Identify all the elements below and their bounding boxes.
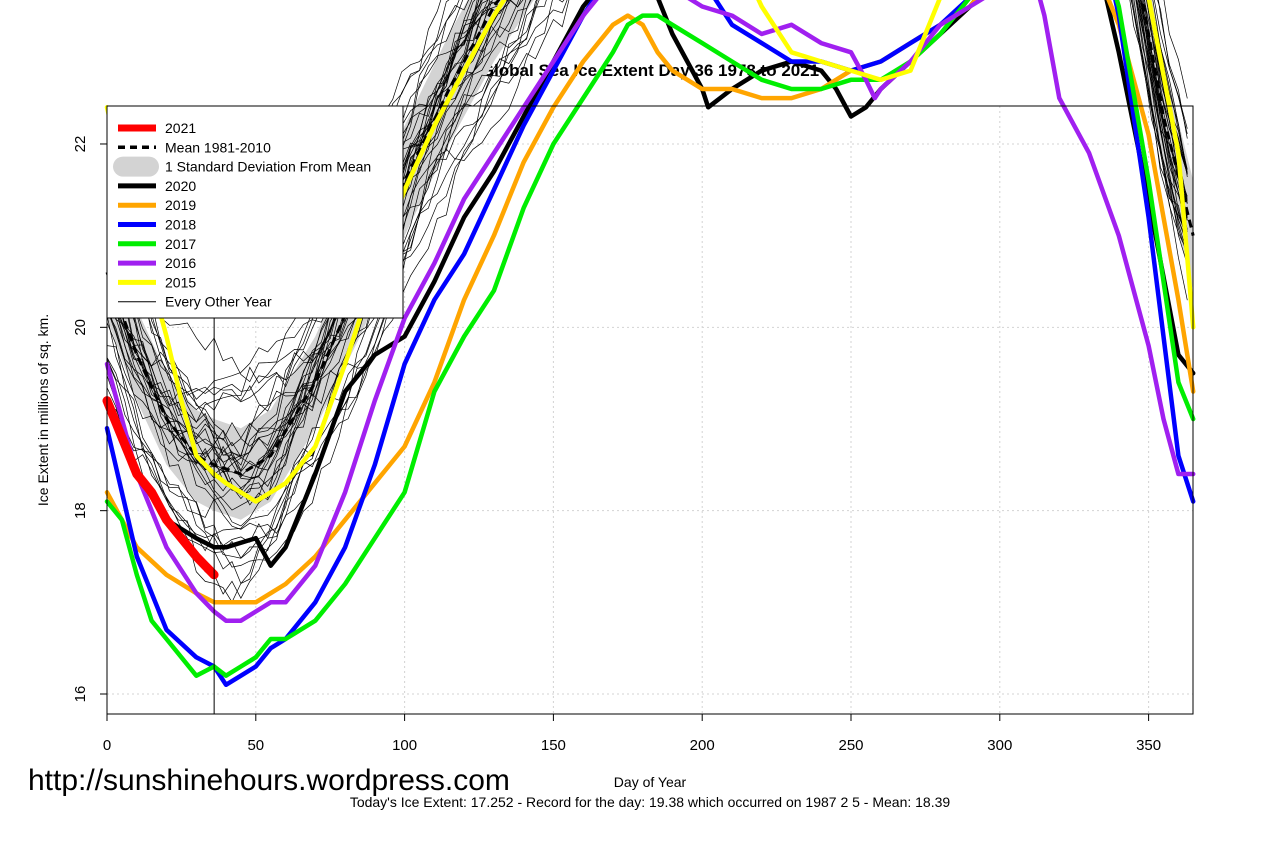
every-other-year-line: [106, 0, 1188, 478]
every-other-year-line: [106, 0, 1188, 500]
every-other-year-line: [106, 0, 1188, 412]
every-other-year-line: [106, 0, 1188, 471]
std-deviation-band: [107, 0, 1194, 520]
x-axis-ticks: 0 50 100 150 200 250 300 350: [103, 714, 1161, 754]
every-other-year-line: [106, 0, 1188, 461]
series-2020-line: [104, 0, 1196, 568]
every-other-year-line: [106, 0, 1188, 411]
series-2021-line: [102, 396, 219, 580]
every-other-year-line: [106, 0, 1188, 473]
legend: 2021 Mean 1981-2010 1 Standard Deviation F…: [106, 105, 404, 319]
every-other-year-line: [106, 0, 1188, 488]
every-other-year-line: [106, 0, 1188, 400]
y-axis-ticks: 16182022242628: [72, 136, 107, 703]
x-tick-label: 300: [987, 737, 1012, 754]
every-other-year-line: [106, 0, 1188, 506]
every-other-year-line: [106, 0, 1188, 603]
x-tick-label: 50: [247, 737, 264, 754]
today-summary: Today's Ice Extent: 17.252 - Record for …: [350, 794, 951, 810]
legend-label: 2017: [165, 236, 196, 252]
legend-label: 2020: [165, 178, 196, 194]
every-other-year-line: [106, 0, 1188, 538]
every-other-year-lines: [106, 0, 1188, 603]
every-other-year-line: [106, 0, 1188, 424]
every-other-year-line: [106, 0, 1188, 495]
x-axis-label: Day of Year: [614, 774, 687, 790]
every-other-year-line: [106, 0, 1188, 396]
legend-label: 2019: [165, 197, 196, 213]
every-other-year-line: [106, 0, 1188, 466]
series-2015-line: [104, 0, 1196, 504]
x-tick-label: 350: [1136, 737, 1161, 754]
legend-label: 2021: [165, 120, 196, 136]
legend-label: 1 Standard Deviation From Mean: [165, 159, 371, 175]
series-2019-line: [104, 0, 1196, 605]
y-tick-label: 16: [72, 686, 89, 703]
x-tick-label: 200: [690, 737, 715, 754]
x-tick-label: 100: [392, 737, 417, 754]
site-url: http://sunshinehours.wordpress.com: [28, 764, 510, 797]
every-other-year-line: [106, 0, 1188, 501]
y-tick-label: 20: [72, 319, 89, 336]
std-band-area: [107, 0, 1194, 520]
plot-frame: [106, 105, 1194, 715]
every-other-year-line: [106, 0, 1188, 584]
every-other-year-line: [106, 0, 1188, 480]
x-tick-label: 250: [838, 737, 863, 754]
every-other-year-line: [106, 0, 1188, 383]
series-2016-line: [104, 0, 1196, 623]
legend-label: 2015: [165, 274, 196, 290]
chart-title: Global Sea Ice Extent Day 36 1978 to 202…: [481, 61, 819, 80]
x-tick-label: 0: [103, 737, 111, 754]
legend-label: 2016: [165, 255, 196, 271]
y-tick-label: 22: [72, 136, 89, 153]
every-other-year-line: [106, 0, 1188, 441]
x-tick-label: 150: [541, 737, 566, 754]
legend-box: [106, 105, 404, 319]
series-2017-line: [104, 0, 1196, 678]
every-other-year-line: [106, 0, 1188, 499]
every-other-year-line: [106, 0, 1188, 559]
every-other-year-line: [106, 0, 1188, 534]
series-2018-line: [104, 0, 1196, 688]
every-other-year-line: [106, 0, 1188, 469]
legend-label: Mean 1981-2010: [165, 139, 271, 155]
every-other-year-line: [106, 0, 1188, 552]
y-tick-label: 18: [72, 502, 89, 519]
legend-label: 2018: [165, 217, 196, 233]
y-axis-label: Ice Extent in millions of sq. km.: [35, 314, 51, 506]
legend-swatch-band: [113, 156, 159, 177]
series-lines: [102, 0, 1196, 688]
every-other-year-line: [106, 0, 1188, 527]
legend-label: Every Other Year: [165, 294, 272, 310]
